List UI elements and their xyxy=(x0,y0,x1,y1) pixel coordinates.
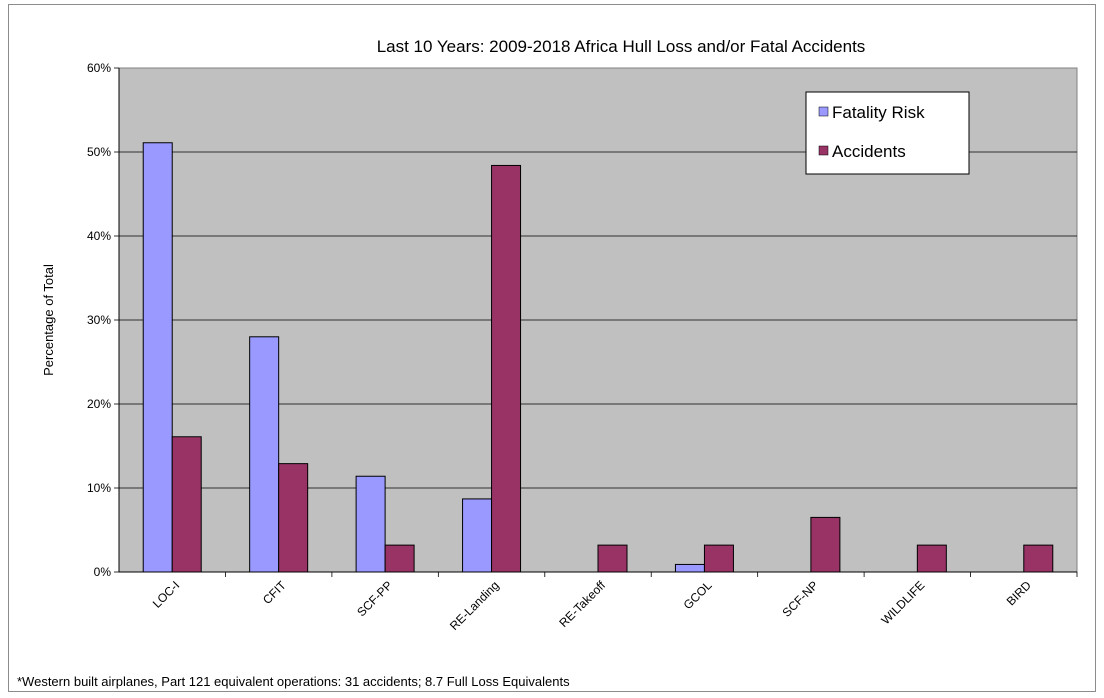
y-tick-label: 40% xyxy=(87,229,111,243)
bar-fatality-risk-loc-i xyxy=(142,142,173,573)
x-tick-label: SCF-NP xyxy=(780,578,821,619)
x-tick-label: RE-Landing xyxy=(447,578,502,633)
footnote: *Western built airplanes, Part 121 equiv… xyxy=(17,674,570,689)
bar-accidents-wildlife xyxy=(916,544,947,573)
chart-svg: Last 10 Years: 2009-2018 Africa Hull Los… xyxy=(17,37,1078,689)
x-tick-label: GCOL xyxy=(681,578,715,612)
bar-accidents-re-takeoff xyxy=(597,544,628,573)
legend-label-fatality-risk: Fatality Risk xyxy=(832,103,925,122)
y-tick-label: 60% xyxy=(87,61,111,75)
legend-label-accidents: Accidents xyxy=(832,142,906,161)
bar-accidents-scf-np xyxy=(810,516,841,573)
bar-accidents-bird xyxy=(1023,544,1054,573)
x-tick-label: RE-Takeoff xyxy=(556,578,608,630)
chart-title: Last 10 Years: 2009-2018 Africa Hull Los… xyxy=(377,37,866,56)
chart-frame: Last 10 Years: 2009-2018 Africa Hull Los… xyxy=(8,4,1096,692)
y-tick-label: 20% xyxy=(87,397,111,411)
y-tick-label: 30% xyxy=(87,313,111,327)
x-tick-label: CFIT xyxy=(260,578,289,607)
x-tick-label: LOC-I xyxy=(150,578,183,611)
x-tick-label: SCF-PP xyxy=(354,578,395,619)
bar-accidents-re-landing xyxy=(491,164,522,573)
bar-fatality-risk-gcol xyxy=(674,563,705,573)
bar-accidents-cfit xyxy=(278,463,309,573)
legend-swatch-accidents xyxy=(818,145,829,156)
legend-box xyxy=(805,91,970,175)
bar-accidents-loc-i xyxy=(171,436,202,573)
bar-accidents-scf-pp xyxy=(384,544,415,573)
y-axis-label: Percentage of Total xyxy=(41,264,56,376)
bar-accidents-gcol xyxy=(703,544,734,573)
y-tick-label: 0% xyxy=(94,565,112,579)
bar-fatality-risk-scf-pp xyxy=(355,475,386,573)
bar-fatality-risk-re-landing xyxy=(462,498,493,573)
y-tick-label: 10% xyxy=(87,481,111,495)
bars xyxy=(142,142,1054,573)
legend-swatch-fatality-risk xyxy=(818,106,829,117)
x-tick-label: WILDLIFE xyxy=(878,578,927,627)
bar-fatality-risk-cfit xyxy=(249,336,280,573)
legend: Fatality Risk Accidents xyxy=(805,91,970,175)
y-tick-label: 50% xyxy=(87,145,111,159)
category-labels: LOC-I CFIT SCF-PP RE-Landing RE-Takeoff GCOL S… xyxy=(150,572,1078,633)
x-tick-label: BIRD xyxy=(1004,578,1034,608)
